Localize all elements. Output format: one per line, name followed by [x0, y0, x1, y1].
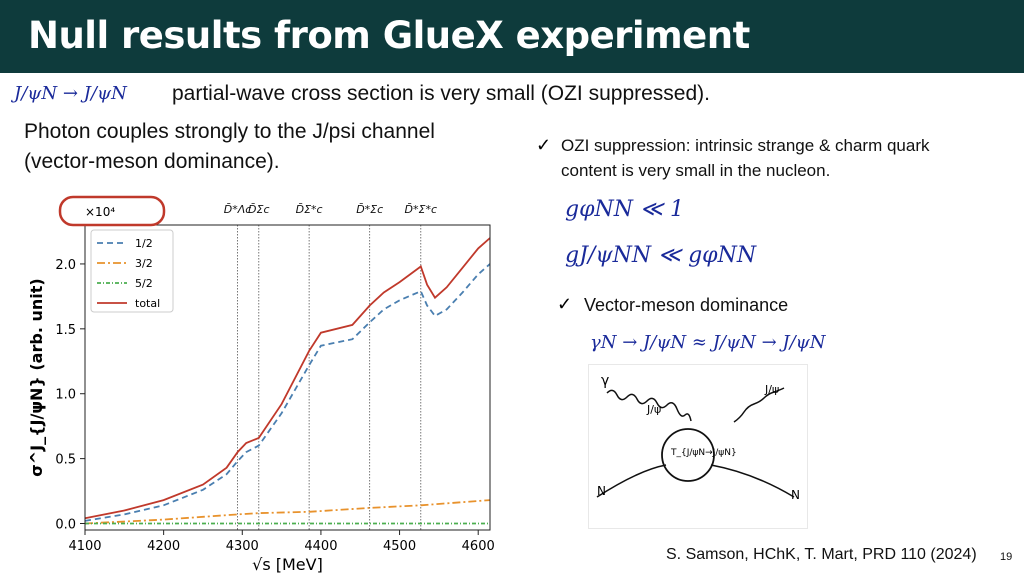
threshold-label: D̄*Λc [224, 203, 252, 216]
y-axis-label: σ^J_{J/ψN} (arb. unit) [27, 278, 46, 476]
jpsi-out-label: J/ψ [764, 383, 779, 396]
series-line-total [84, 237, 491, 520]
y-tick-label: 2.0 [55, 258, 76, 273]
x-axis-label: √s [MeV] [252, 555, 323, 574]
gamma-label: γ [601, 373, 609, 389]
threshold-label: D̄*Σc [356, 203, 383, 216]
scale-highlight-ring [58, 195, 166, 227]
check-icon: ✓ [557, 294, 573, 314]
citation: S. Samson, HChK, T. Mart, PRD 110 (2024) [666, 546, 977, 563]
series-line-1-2 [84, 263, 491, 522]
plot-frame [84, 224, 491, 531]
photon-note-line-2: (vector-meson dominance). [24, 150, 280, 173]
nucleon-in-line [596, 464, 667, 498]
amplitude-label: T_{J/ψN→J/ψN} [670, 448, 737, 458]
ozi-note-line-2: content is very small in the nucleon. [561, 161, 831, 180]
ozi-note-line-1: OZI suppression: intrinsic strange & cha… [561, 136, 930, 155]
y-tick-label: 1.5 [55, 323, 76, 338]
header-bar: Null results from GlueX experiment [0, 0, 1024, 73]
legend-label: 1/2 [135, 237, 153, 250]
series-line-3-2 [84, 499, 491, 525]
scattering-diagram: γ J/ψ J/ψ T_{J/ψN→J/ψN} N N [588, 364, 808, 529]
x-tick-label: 4300 [226, 539, 259, 554]
photon-line [606, 389, 692, 422]
jpsi-line-out [733, 387, 785, 423]
blob [661, 428, 715, 482]
check-icon: ✓ [536, 135, 552, 155]
x-tick-label: 4400 [304, 539, 337, 554]
jpsi-in-label: J/ψ [646, 403, 661, 416]
vmd-equation: γN → J/ψN ≈ J/ψN → J/ψN [590, 332, 826, 353]
y-tick-label: 1.0 [55, 388, 76, 403]
coupling-equation-1: gφNN ≪ 1 [565, 197, 685, 222]
cross-section-chart: 4100 4200 4300 4400 4500 4600 0.0 0.5 1.0 1.5 2.0 √… [27, 195, 495, 574]
vmd-label: Vector-meson dominance [584, 295, 789, 315]
page-number: 19 [1000, 551, 1013, 563]
intro-text: partial-wave cross section is very small… [172, 82, 710, 105]
x-tick-label: 4100 [68, 539, 101, 554]
threshold-label: D̄*Σ*c [405, 203, 437, 216]
nucleon-out-line [710, 464, 795, 498]
legend-box [90, 229, 174, 313]
intro-equation: J/ψN → J/ψN [14, 83, 127, 104]
threshold-label: D̄Σc [248, 203, 269, 216]
scale-label: ×10⁴ [85, 205, 115, 219]
slide-title: Null results from GlueX experiment [28, 14, 750, 57]
y-tick-label: 0.0 [55, 518, 76, 533]
nucleon-out-label: N [791, 488, 800, 502]
coupling-equation-2: gJ/ψNN ≪ gφNN [565, 243, 757, 268]
photon-note: Photon couples strongly to the J/psi cha… [24, 117, 435, 177]
threshold-label: D̄Σ*c [296, 203, 323, 216]
legend-label: total [135, 297, 160, 310]
x-tick-label: 4500 [383, 539, 416, 554]
y-tick-label: 0.5 [55, 453, 76, 468]
legend-label: 3/2 [135, 257, 153, 270]
x-tick-label: 4200 [147, 539, 180, 554]
ozi-note: OZI suppression: intrinsic strange & cha… [561, 133, 929, 183]
photon-note-line-1: Photon couples strongly to the J/psi cha… [24, 120, 435, 143]
nucleon-in-label: N [597, 484, 606, 498]
x-tick-label: 4600 [462, 539, 495, 554]
legend-label: 5/2 [135, 277, 153, 290]
